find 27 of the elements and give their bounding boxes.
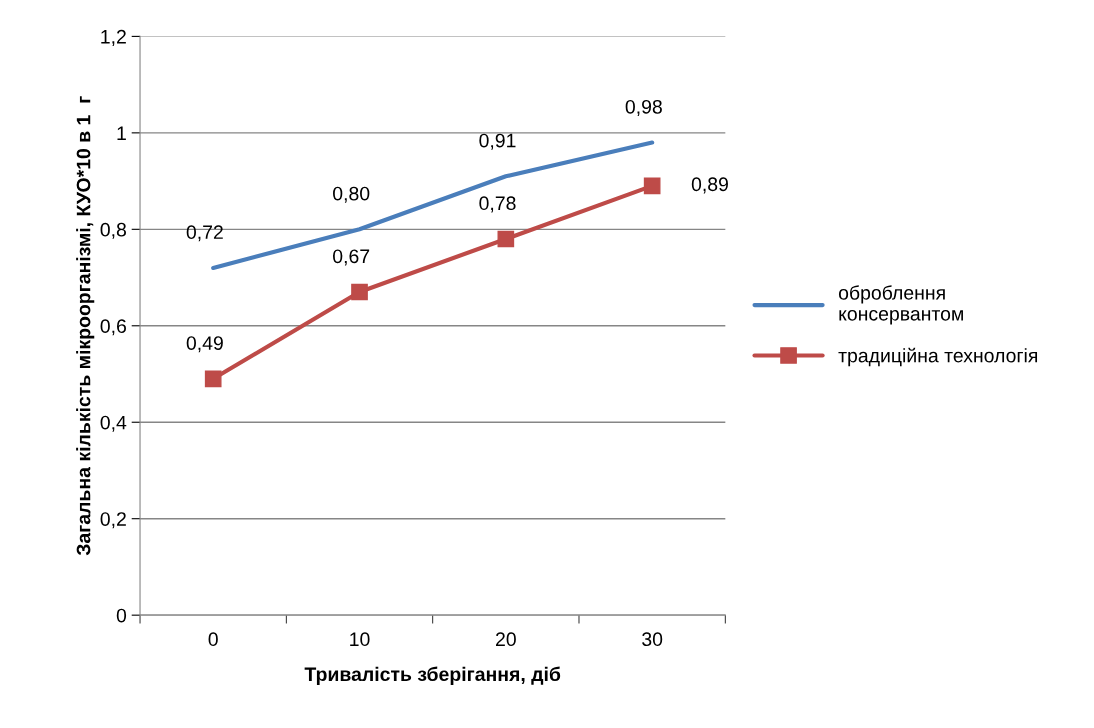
x-tick-label: 20 [496,632,516,647]
data-label: 0,67 [333,249,370,266]
y-tick-label: 0,8 [100,222,126,239]
x-tick-label: 30 [642,632,663,647]
y-tick-label: 0,4 [100,415,127,432]
x-tick-label: 10 [350,632,370,647]
data-label: 0,49 [186,336,223,353]
x-tick-label: 0 [208,632,218,647]
y-tick-label: 0,2 [100,512,126,529]
data-label: 0,72 [186,225,223,242]
y-tick-label: 1 [117,126,126,140]
data-label: 0,80 [333,186,370,203]
legend-label: традиційна технологія [838,347,1038,367]
legend-label: оброблення консервантом [838,285,963,325]
data-label: 0,89 [691,177,728,194]
x-axis-title: Тривалість зберігання, діб [304,666,561,685]
data-label: 0,91 [479,133,516,150]
y-axis-title: Загальна кількість мікроорганізмі, КУО*10 в 1 г [76,96,95,556]
y-tick-label: 0 [116,608,127,623]
point [351,283,368,301]
y-tick-label: 1,2 [101,29,126,46]
y-tick-label: 0,6 [100,319,126,336]
point [497,230,515,248]
point [204,370,222,388]
data-label: 0,98 [625,99,662,116]
data-label: 0,78 [479,196,516,213]
point [643,177,661,195]
